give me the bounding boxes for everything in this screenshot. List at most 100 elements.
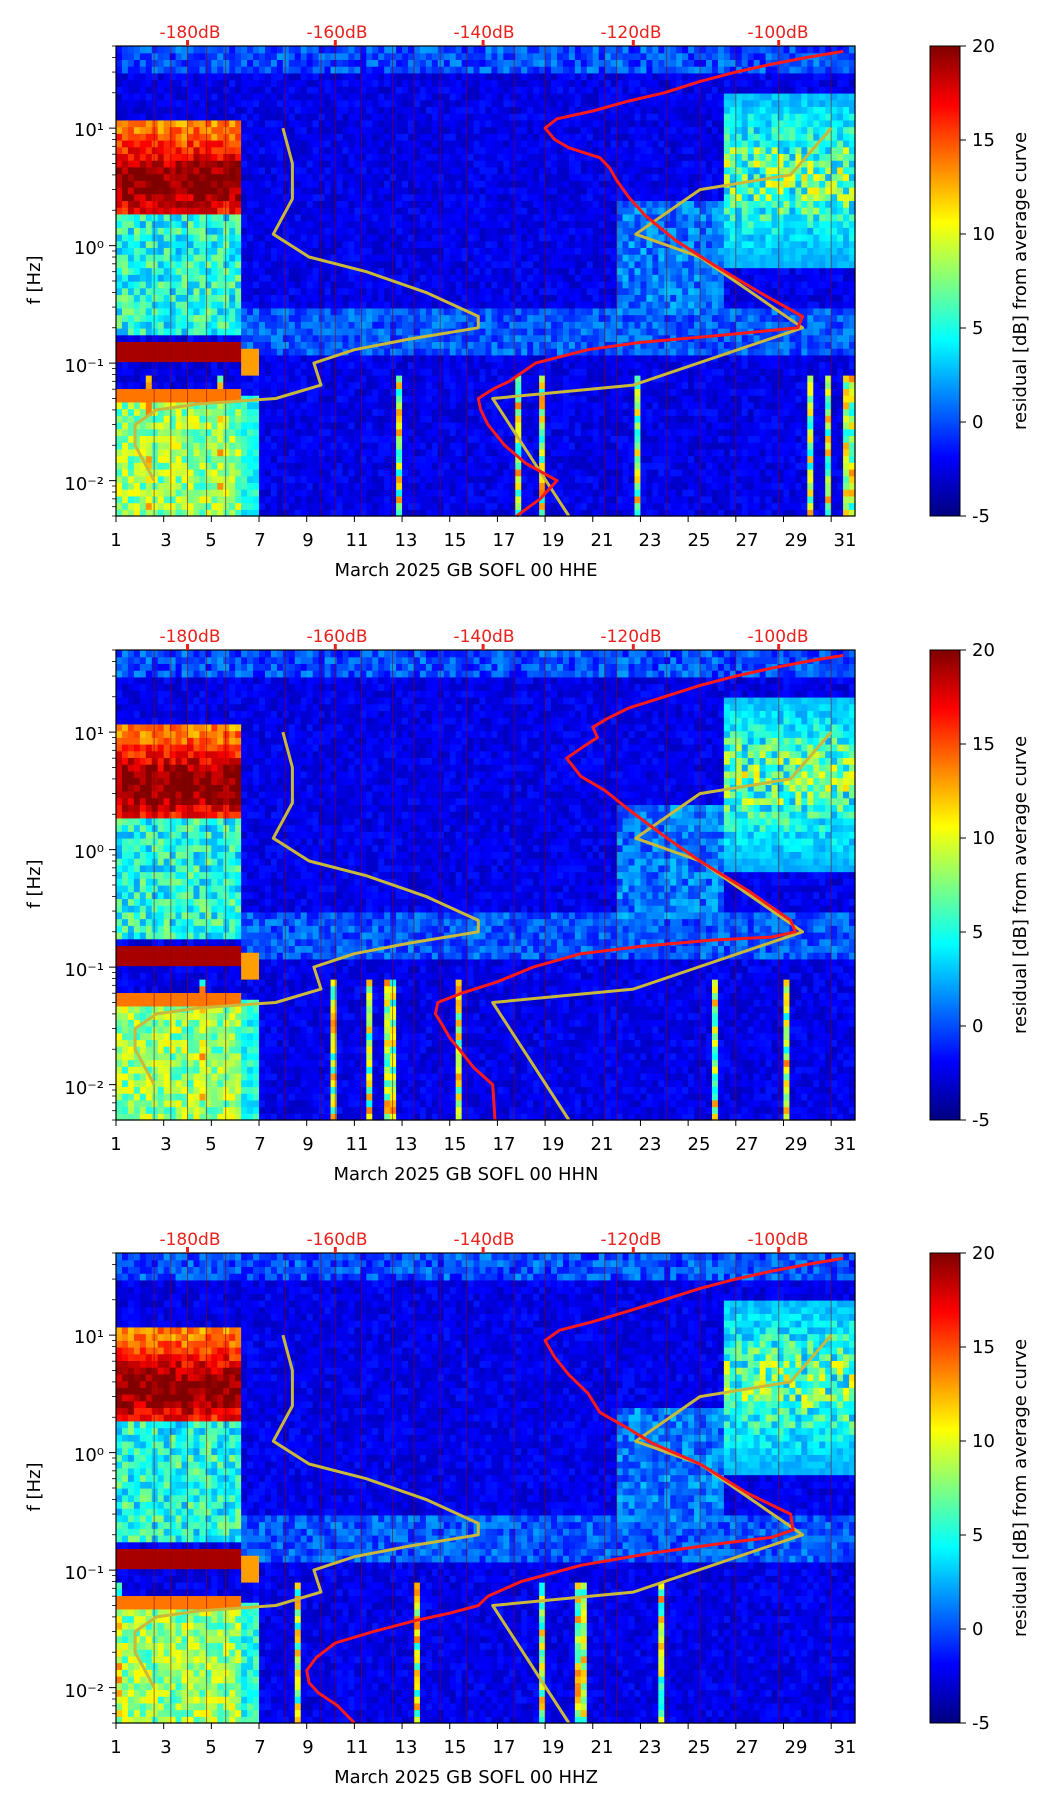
heatmap-cell bbox=[295, 335, 302, 342]
heatmap-cell bbox=[116, 362, 123, 369]
heatmap-cell bbox=[134, 462, 141, 469]
heatmap-cell bbox=[247, 469, 254, 476]
heatmap-cell bbox=[325, 200, 332, 207]
heatmap-cell bbox=[235, 80, 242, 87]
heatmap-cell bbox=[241, 281, 248, 288]
heatmap-cell bbox=[366, 375, 373, 382]
heatmap-cell bbox=[271, 180, 278, 187]
heatmap-cell bbox=[337, 449, 344, 456]
heatmap-cell bbox=[342, 341, 349, 348]
heatmap-cell bbox=[259, 321, 266, 328]
heatmap-cell bbox=[337, 281, 344, 288]
heatmap-cell bbox=[235, 247, 242, 254]
heatmap-cell bbox=[319, 174, 326, 181]
heatmap-cell bbox=[235, 456, 242, 463]
heatmap-cell bbox=[164, 93, 171, 100]
heatmap-cell bbox=[342, 395, 349, 402]
heatmap-cell bbox=[253, 147, 260, 154]
heatmap-cell bbox=[158, 59, 165, 66]
heatmap-cell bbox=[259, 288, 266, 295]
heatmap-cell bbox=[146, 422, 153, 429]
heatmap-cell bbox=[188, 301, 195, 308]
heatmap-cell bbox=[271, 274, 278, 281]
heatmap-cell bbox=[253, 442, 260, 449]
heatmap-cell bbox=[325, 335, 332, 342]
heatmap-cell bbox=[152, 167, 159, 174]
heatmap-cell bbox=[176, 268, 183, 275]
heatmap-cell bbox=[235, 335, 242, 342]
heatmap-cell bbox=[301, 106, 308, 113]
spectrogram-heatmap bbox=[116, 46, 856, 517]
heatmap-cell bbox=[193, 140, 200, 147]
heatmap-cell bbox=[366, 355, 373, 362]
heatmap-cell bbox=[193, 415, 200, 422]
heatmap-cell bbox=[289, 100, 296, 107]
heatmap-cell bbox=[283, 308, 290, 315]
heatmap-cell bbox=[331, 456, 338, 463]
heatmap-cell bbox=[199, 496, 206, 503]
heatmap-cell bbox=[348, 489, 355, 496]
heatmap-cell bbox=[134, 348, 141, 355]
heatmap-cell bbox=[348, 59, 355, 66]
heatmap-cell bbox=[158, 194, 165, 201]
heatmap-cell bbox=[247, 429, 254, 436]
heatmap-cell bbox=[199, 46, 206, 53]
heatmap-cell bbox=[307, 435, 314, 442]
heatmap-cell bbox=[146, 127, 153, 134]
heatmap-cell bbox=[211, 442, 218, 449]
heatmap-cell bbox=[217, 140, 224, 147]
heatmap-cell bbox=[176, 86, 183, 93]
heatmap-cell bbox=[319, 301, 326, 308]
heatmap-cell bbox=[337, 100, 344, 107]
heatmap-cell bbox=[188, 80, 195, 87]
heatmap-cell bbox=[176, 227, 183, 234]
heatmap-cell bbox=[277, 456, 284, 463]
heatmap-cell bbox=[128, 174, 135, 181]
heatmap-cell bbox=[199, 147, 206, 154]
heatmap-cell bbox=[193, 362, 200, 369]
heatmap-cell bbox=[342, 254, 349, 261]
heatmap-cell bbox=[199, 207, 206, 214]
heatmap-cell bbox=[295, 133, 302, 140]
heatmap-cell bbox=[247, 288, 254, 295]
heatmap-cell bbox=[128, 315, 135, 322]
heatmap-cell bbox=[277, 73, 284, 80]
heatmap-cell bbox=[188, 456, 195, 463]
heatmap-cell bbox=[307, 315, 314, 322]
heatmap-cell bbox=[199, 234, 206, 241]
heatmap-cell bbox=[211, 382, 218, 389]
heatmap-cell bbox=[128, 442, 135, 449]
heatmap-cell bbox=[128, 180, 135, 187]
heatmap-cell bbox=[354, 167, 361, 174]
heatmap-cell bbox=[199, 133, 206, 140]
heatmap-cell bbox=[134, 476, 141, 483]
heatmap-cell bbox=[146, 489, 153, 496]
heatmap-cell bbox=[217, 456, 224, 463]
heatmap-cell bbox=[295, 415, 302, 422]
heatmap-cell bbox=[283, 187, 290, 194]
heatmap-cell bbox=[223, 442, 230, 449]
heatmap-cell bbox=[295, 503, 302, 510]
heatmap-cell bbox=[152, 375, 159, 382]
heatmap-cell bbox=[247, 388, 254, 395]
heatmap-cell bbox=[325, 301, 332, 308]
heatmap-cell bbox=[307, 402, 314, 409]
heatmap-cell bbox=[235, 106, 242, 113]
heatmap-cell bbox=[134, 341, 141, 348]
heatmap-cell bbox=[158, 214, 165, 221]
heatmap-cell bbox=[134, 133, 141, 140]
heatmap-cell bbox=[229, 489, 236, 496]
heatmap-cell bbox=[229, 180, 236, 187]
heatmap-cell bbox=[164, 53, 171, 60]
heatmap-cell bbox=[277, 247, 284, 254]
heatmap-cell bbox=[116, 194, 123, 201]
heatmap-cell bbox=[247, 274, 254, 281]
heatmap-cell bbox=[295, 496, 302, 503]
heatmap-cell bbox=[259, 422, 266, 429]
heatmap-cell bbox=[271, 200, 278, 207]
heatmap-cell bbox=[223, 153, 230, 160]
heatmap-cell bbox=[331, 140, 338, 147]
heatmap-cell bbox=[277, 308, 284, 315]
heatmap-cell bbox=[140, 362, 147, 369]
heatmap-cell bbox=[319, 503, 326, 510]
